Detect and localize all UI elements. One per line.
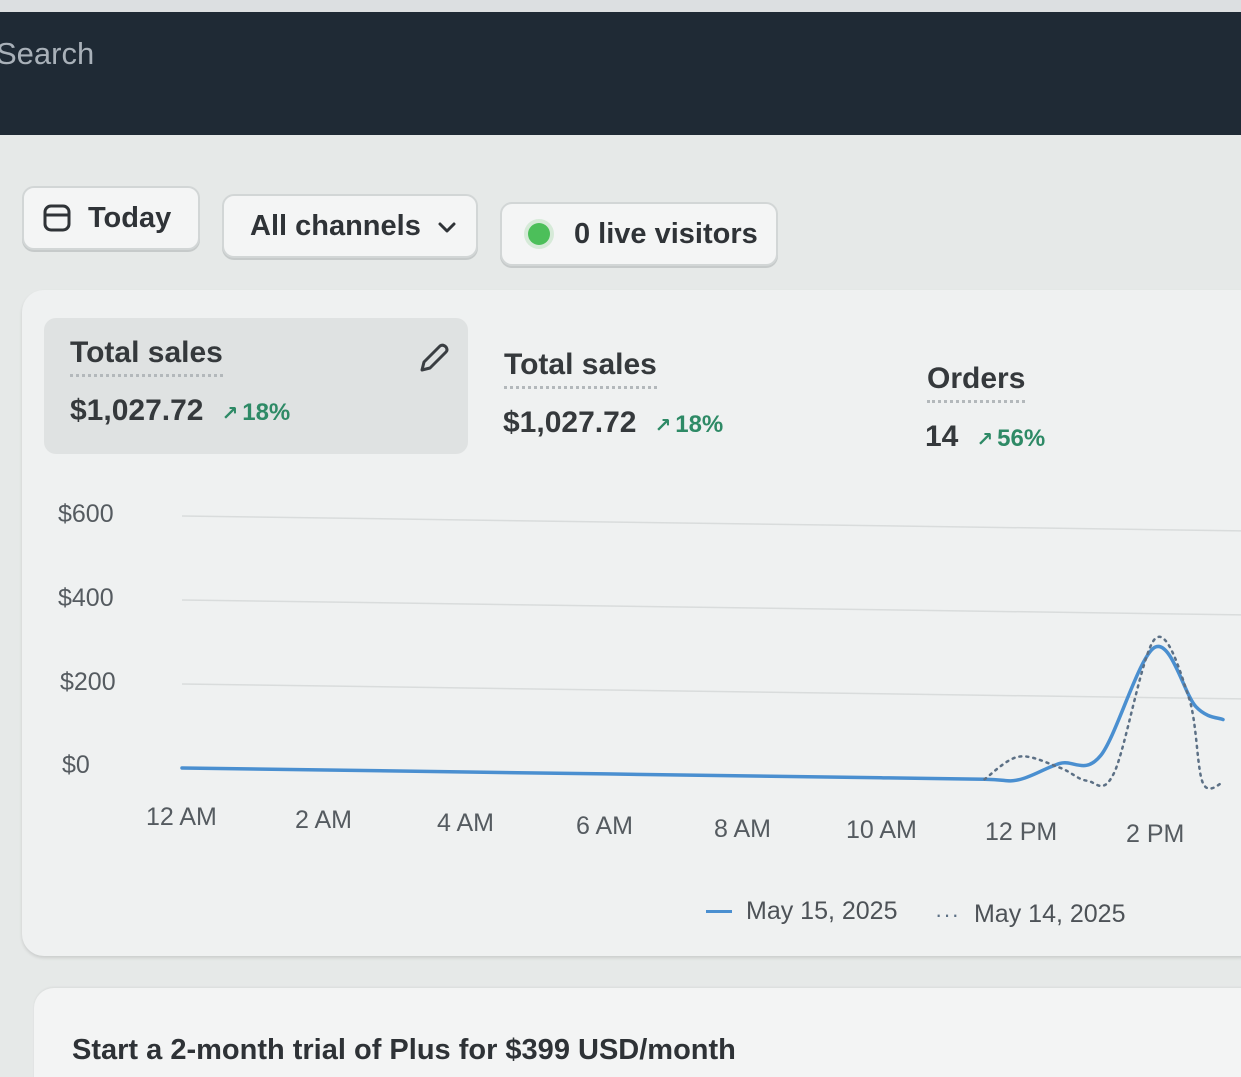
live-visitors-label: 0 live visitors <box>574 217 758 250</box>
gridline <box>181 599 1241 616</box>
x-tick-label: 12 AM <box>146 803 217 831</box>
metric-label-total-sales[interactable]: Total sales <box>70 336 223 377</box>
top-bar-strip <box>0 0 1241 12</box>
date-filter-button[interactable]: Today <box>22 186 200 250</box>
metric-value-total-sales-2: $1,027.72 ↗ 18% <box>503 406 723 440</box>
channel-filter-label: All channels <box>250 209 421 242</box>
top-bar: Search <box>0 0 1241 135</box>
legend-solid-line-icon <box>706 910 732 913</box>
trend-up-icon: ↗ <box>976 429 994 451</box>
metric-label-total-sales-2[interactable]: Total sales <box>504 348 657 389</box>
y-tick-label: $400 <box>58 584 114 612</box>
metric-delta-value: 18% <box>675 411 724 438</box>
metric-delta: ↗ 18% <box>221 399 290 427</box>
x-tick-label: 4 AM <box>437 809 494 837</box>
x-tick-label: 10 AM <box>846 816 917 844</box>
x-tick-label: 6 AM <box>576 812 633 840</box>
metric-value-text: $1,027.72 <box>503 406 637 439</box>
search-input[interactable]: Search <box>0 36 95 71</box>
y-tick-label: $200 <box>60 668 116 696</box>
metric-delta: ↗ 18% <box>654 411 723 439</box>
x-tick-label: 8 AM <box>714 815 771 843</box>
metric-delta-value: 18% <box>242 399 291 426</box>
metric-delta: ↗ 56% <box>976 425 1045 453</box>
legend-label-previous: May 14, 2025 <box>973 900 1126 928</box>
x-tick-label: 12 PM <box>985 818 1058 846</box>
channel-filter-dropdown[interactable]: All channels <box>222 194 478 258</box>
gridline <box>181 515 1241 532</box>
gridline <box>181 683 1241 700</box>
edit-pencil-icon[interactable] <box>414 340 452 378</box>
y-tick-label: $0 <box>62 751 90 779</box>
plus-trial-card[interactable] <box>34 988 1241 1077</box>
x-tick-label: 2 PM <box>1126 820 1185 848</box>
metric-tile-selected[interactable] <box>44 318 468 454</box>
y-tick-label: $600 <box>58 500 114 528</box>
legend-label-current: May 15, 2025 <box>746 897 898 925</box>
metric-delta-value: 56% <box>997 425 1046 452</box>
series-line-previous[interactable] <box>983 635 1225 790</box>
metric-value-text: $1,027.72 <box>70 394 204 427</box>
chevron-down-icon <box>435 214 459 238</box>
legend-dotted-line-icon: ··· <box>935 901 960 927</box>
live-visitors-button[interactable]: 0 live visitors <box>500 202 778 266</box>
legend-item-previous[interactable]: ··· May 14, 2025 <box>935 900 1125 929</box>
series-line-current[interactable] <box>180 644 1225 783</box>
calendar-icon <box>42 203 72 233</box>
trend-up-icon: ↗ <box>221 403 239 425</box>
x-tick-label: 2 AM <box>295 806 352 834</box>
metric-label-orders[interactable]: Orders <box>927 362 1026 403</box>
live-status-dot <box>528 223 550 245</box>
metric-value-orders: 14 ↗ 56% <box>925 420 1045 454</box>
plus-trial-text: Start a 2-month trial of Plus for $399 U… <box>72 1034 736 1066</box>
metric-value-text: 14 <box>925 420 959 453</box>
date-filter-label: Today <box>88 201 172 234</box>
trend-up-icon: ↗ <box>654 415 672 437</box>
metric-value-total-sales: $1,027.72 ↗ 18% <box>70 394 290 428</box>
legend-item-current[interactable]: May 15, 2025 <box>706 897 898 926</box>
